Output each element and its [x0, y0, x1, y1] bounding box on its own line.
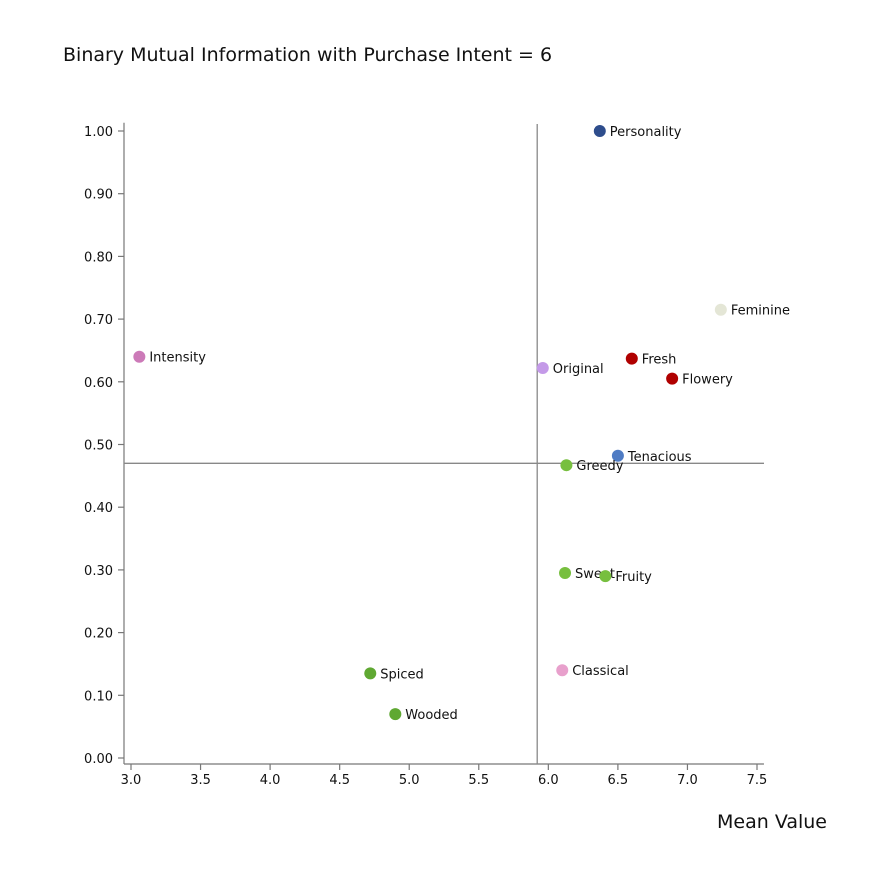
- data-point: [625, 352, 638, 365]
- axes: 0.00 0.10 0.20 0.30 0.40 0.50 0.60 0.70 0.80 0.90…: [84, 122, 768, 788]
- y-tick-label: 0.60: [84, 376, 113, 391]
- data-point: [389, 708, 402, 721]
- data-point: [611, 449, 624, 462]
- y-tick-label: 0.30: [84, 564, 113, 579]
- x-tick-label: 7.5: [747, 773, 768, 788]
- x-tick-label: 5.0: [399, 773, 420, 788]
- data-point: [559, 567, 572, 580]
- data-point-label: Fruity: [615, 570, 652, 585]
- reference-lines: [124, 124, 764, 764]
- data-point-label: Classical: [572, 664, 629, 679]
- x-tick-label: 6.0: [538, 773, 559, 788]
- data-point-label: Original: [553, 362, 604, 377]
- data-point: [560, 459, 573, 472]
- y-tick-label: 0.50: [84, 439, 113, 454]
- data-point-label: Feminine: [731, 304, 790, 319]
- x-tick-label: 3.0: [121, 773, 142, 788]
- y-tick-label: 0.10: [84, 689, 113, 704]
- data-point: [364, 667, 377, 680]
- data-point: [536, 362, 549, 375]
- y-tick-label: 0.80: [84, 250, 113, 265]
- data-point: [599, 570, 612, 583]
- x-tick-label: 3.5: [190, 773, 211, 788]
- x-tick-label: 4.0: [260, 773, 281, 788]
- y-tick-label: 0.70: [84, 313, 113, 328]
- data-point-label: Fresh: [642, 353, 677, 368]
- data-point-label: Intensity: [149, 351, 206, 366]
- y-tick-label: 0.00: [84, 752, 113, 767]
- chart-title: Binary Mutual Information with Purchase …: [63, 44, 552, 66]
- data-point: [714, 303, 727, 316]
- data-point-label: Flowery: [682, 373, 733, 388]
- data-point: [593, 125, 606, 137]
- y-tick-label: 0.40: [84, 501, 113, 516]
- x-tick-label: 4.5: [329, 773, 350, 788]
- data-point-label: Personality: [610, 125, 682, 140]
- y-tick-label: 1.00: [84, 125, 113, 140]
- data-point: [556, 664, 569, 677]
- y-tick-label: 0.90: [84, 188, 113, 203]
- x-tick-label: 7.0: [677, 773, 698, 788]
- data-point-label: Greedy: [576, 459, 623, 474]
- data-point-label: Tenacious: [627, 450, 692, 465]
- data-point: [133, 350, 146, 363]
- x-tick-label: 6.5: [608, 773, 629, 788]
- x-tick-label: 5.5: [468, 773, 489, 788]
- data-point: [666, 372, 679, 385]
- data-point-label: Spiced: [380, 667, 424, 682]
- x-axis-label: Mean Value: [717, 811, 827, 833]
- y-tick-label: 0.20: [84, 627, 113, 642]
- data-points: Personality Feminine Intensity Fresh Origina…: [133, 125, 790, 723]
- data-point-label: Wooded: [405, 708, 458, 723]
